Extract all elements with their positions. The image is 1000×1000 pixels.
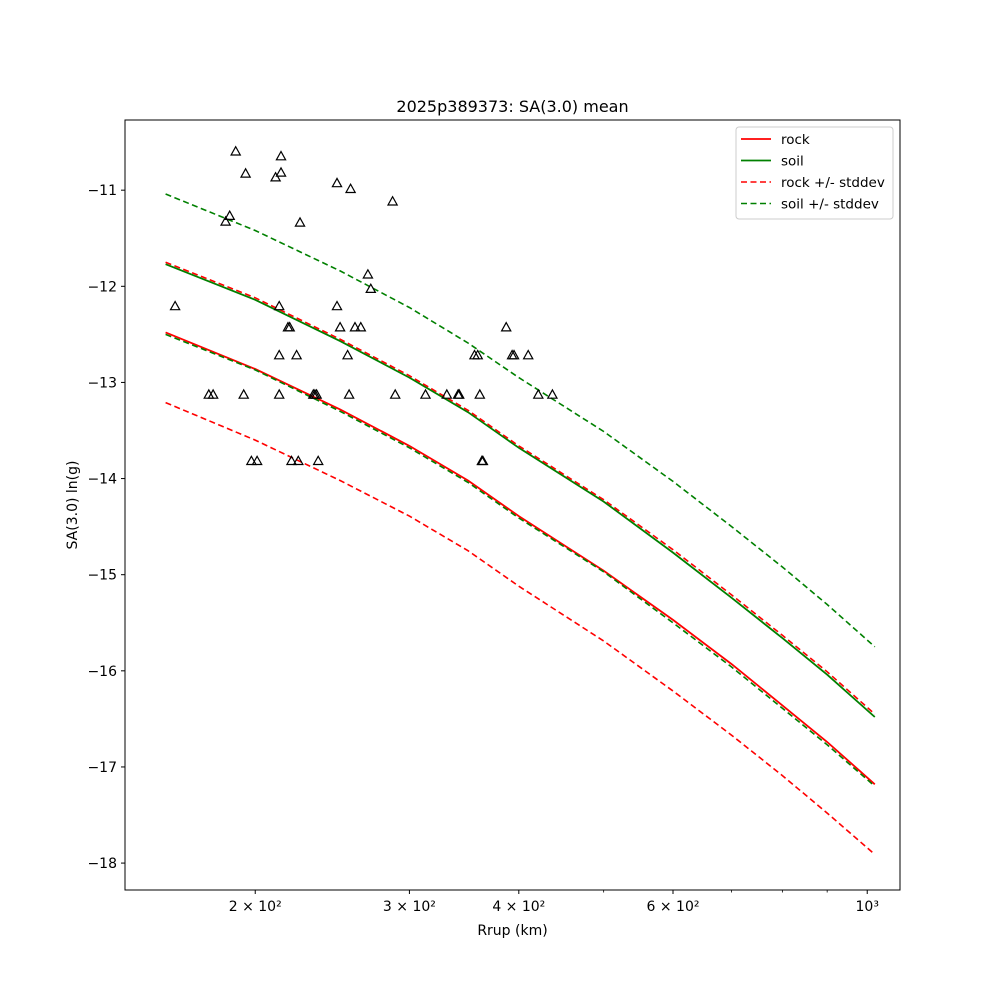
observation-marker-21 — [294, 216, 306, 227]
observation-marker-27 — [331, 300, 343, 311]
observation-marker-19 — [290, 349, 303, 360]
observation-marker-37 — [389, 388, 401, 399]
observation-marker-36 — [386, 195, 399, 206]
legend-label-3: soil +/- stddev — [781, 197, 879, 213]
series-line-4 — [165, 193, 876, 648]
series-line-0 — [165, 331, 876, 785]
y-tick-label-1: −17 — [87, 760, 117, 776]
observation-marker-13 — [273, 300, 285, 311]
observation-marker-34 — [362, 268, 374, 279]
observation-marker-38 — [419, 388, 432, 399]
observation-marker-26 — [331, 177, 343, 188]
observation-marker-39 — [441, 388, 453, 399]
y-tick-label-6: −12 — [87, 279, 117, 295]
plot-area — [165, 145, 876, 856]
x-axis-label: Rrup (km) — [477, 923, 547, 939]
observation-marker-2 — [207, 388, 219, 399]
x-tick-label-0: 2 × 10² — [229, 899, 282, 915]
series-line-5 — [165, 333, 876, 787]
observation-marker-9 — [251, 455, 263, 466]
observation-marker-12 — [273, 388, 285, 399]
observation-marker-0 — [169, 300, 181, 311]
legend: rock soil rock +/- stddev soil +/- stddev — [735, 126, 894, 220]
observation-marker-28 — [334, 321, 346, 332]
observation-marker-51 — [532, 388, 544, 399]
y-tick-label-4: −14 — [87, 472, 117, 488]
observation-marker-46 — [477, 455, 489, 466]
observation-marker-15 — [275, 150, 287, 161]
series-line-1 — [165, 263, 876, 718]
observation-marker-44 — [474, 388, 486, 399]
x-tick-label-1: 3 × 10² — [383, 899, 436, 915]
y-tick-label-5: −13 — [87, 375, 117, 391]
observation-marker-5 — [230, 145, 242, 156]
observation-marker-35 — [365, 282, 377, 293]
observation-marker-47 — [500, 321, 512, 332]
observation-marker-41 — [453, 388, 465, 399]
observation-marker-7 — [239, 167, 252, 178]
observation-marker-33 — [355, 321, 367, 332]
observation-marker-24 — [310, 388, 323, 399]
chart-title: 2025p389373: SA(3.0) mean — [396, 97, 628, 116]
y-tick-label-7: −11 — [87, 183, 117, 199]
observation-marker-8 — [245, 455, 258, 466]
y-axis-label: SA(3.0) ln(g) — [65, 461, 81, 550]
series-line-3 — [165, 401, 876, 856]
observation-marker-50 — [522, 349, 534, 360]
observation-marker-10 — [269, 171, 282, 182]
legend-label-2: rock +/- stddev — [781, 175, 885, 191]
y-tick-label-2: −16 — [87, 664, 117, 680]
observation-marker-29 — [341, 349, 354, 360]
legend-label-0: rock — [781, 132, 810, 148]
observation-marker-6 — [238, 388, 250, 399]
series-line-2 — [165, 261, 876, 715]
observation-marker-11 — [273, 349, 285, 360]
observation-marker-49 — [508, 349, 520, 360]
y-tick-label-3: −15 — [87, 568, 117, 584]
observation-marker-31 — [344, 182, 357, 194]
observation-marker-43 — [472, 349, 484, 360]
observation-marker-17 — [284, 321, 296, 332]
observation-marker-20 — [292, 455, 304, 466]
legend-label-1: soil — [781, 154, 804, 170]
axes: −18 −17 −16 −15 −14 −13 −12 −11 2 × 10² 3 × 10² 4 … — [87, 183, 878, 915]
observation-marker-32 — [349, 321, 361, 332]
legend-box — [735, 126, 894, 220]
x-tick-label-2: 4 × 10² — [492, 899, 545, 915]
plot-frame — [124, 119, 901, 891]
observation-marker-25 — [312, 455, 324, 466]
y-tick-label-0: −18 — [87, 856, 117, 872]
observation-marker-14 — [275, 166, 287, 177]
observation-marker-52 — [546, 388, 559, 399]
x-tick-label-4: 10³ — [856, 899, 879, 915]
observation-marker-4 — [224, 209, 236, 220]
observation-marker-30 — [343, 388, 355, 399]
observation-marker-18 — [285, 455, 298, 466]
x-tick-label-3: 6 × 10² — [647, 899, 700, 915]
observation-marker-3 — [219, 215, 232, 226]
